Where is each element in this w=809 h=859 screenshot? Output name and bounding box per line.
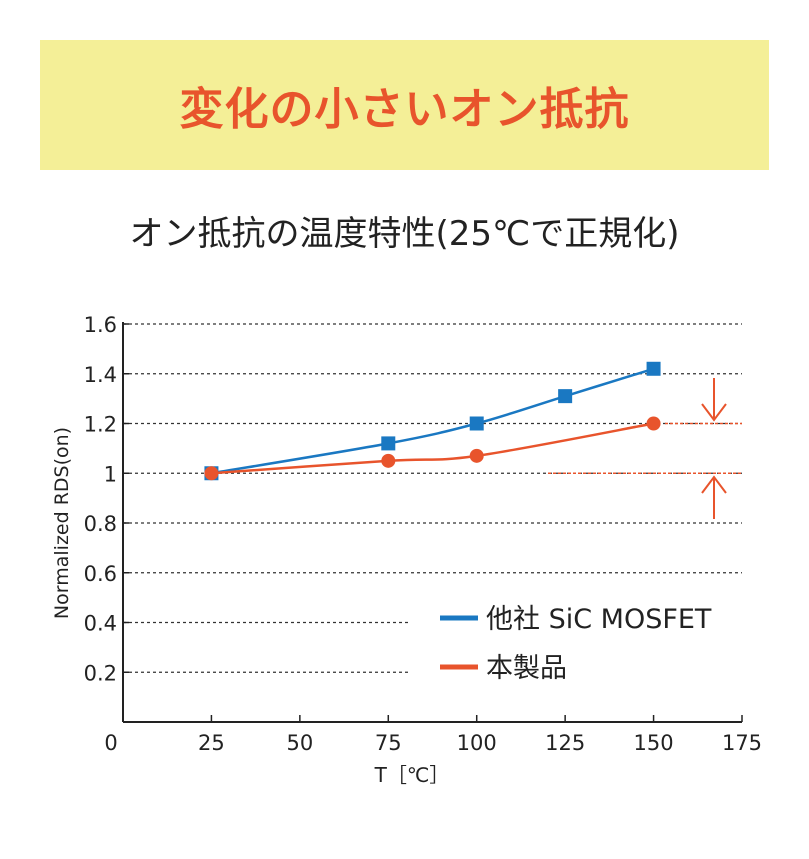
series-0-point-1 <box>381 436 396 451</box>
series-0-point-2 <box>469 416 484 431</box>
x-tick-label-3: 75 <box>375 731 402 755</box>
y-tick-label-7: 1.6 <box>84 313 117 337</box>
x-tick-label-4: 100 <box>457 731 497 755</box>
series-line-1 <box>211 422 654 475</box>
y-tick-label-2: 0.6 <box>84 562 117 586</box>
legend-label-0: 他社 SiC MOSFET <box>486 604 712 635</box>
x-axis-label: T［℃］ <box>374 763 450 787</box>
series-line-0 <box>211 367 654 475</box>
legend-label-1: 本製品 <box>486 653 567 684</box>
title-banner: 変化の小さいオン抵抗 <box>40 40 769 170</box>
y-tick-label-0: 0.2 <box>84 661 117 685</box>
y-tick-label-4: 1 <box>104 462 117 486</box>
y-tick-label-3: 0.8 <box>84 512 117 536</box>
series-0-point-3 <box>558 389 573 404</box>
series-0-point-4 <box>646 361 661 376</box>
y-tick-label-5: 1.2 <box>84 413 117 437</box>
y-tick-label-1: 0.4 <box>84 612 117 636</box>
y-tick-label-6: 1.4 <box>84 363 117 387</box>
series-1-point-0 <box>204 466 219 481</box>
x-tick-label-2: 50 <box>286 731 313 755</box>
series-1-point-1 <box>381 453 396 468</box>
x-tick-label-1: 25 <box>198 731 225 755</box>
banner-title: 変化の小さいオン抵抗 <box>179 84 630 135</box>
x-tick-label-5: 125 <box>545 731 585 755</box>
arrow-down-icon <box>701 403 727 422</box>
x-tick-label-7: 175 <box>722 731 762 755</box>
series-1-point-3 <box>646 416 661 431</box>
chart-title: オン抵抗の温度特性(25℃で正規化) <box>129 214 680 254</box>
series-1-point-2 <box>469 448 484 463</box>
x-tick-label-0: 0 <box>104 731 117 755</box>
x-tick-label-6: 150 <box>634 731 674 755</box>
y-axis-label: Normalized RDS(on) <box>51 427 73 619</box>
arrow-up-icon <box>701 475 727 494</box>
